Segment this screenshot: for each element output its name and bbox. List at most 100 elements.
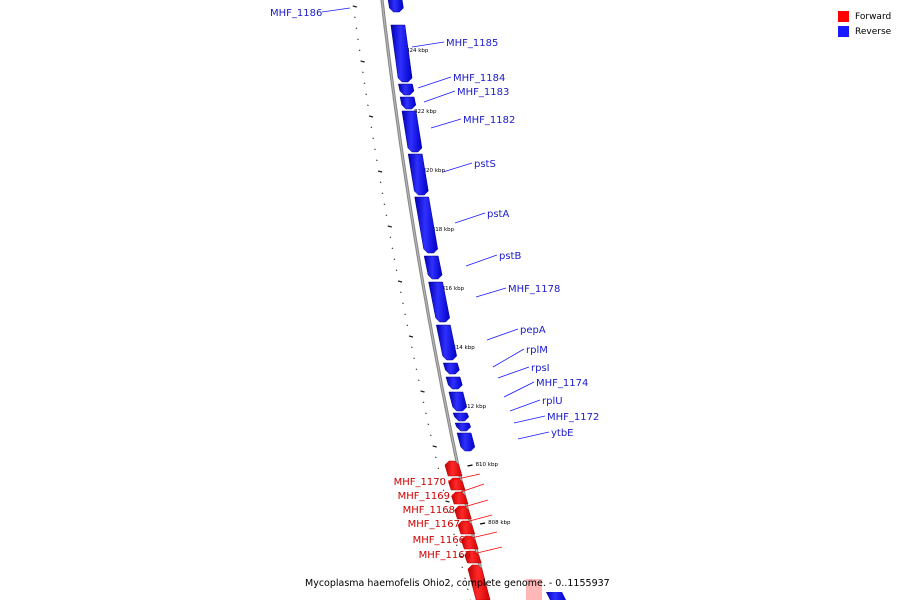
forward-gene-block[interactable] <box>457 520 476 535</box>
reverse-gene-block[interactable] <box>454 422 471 432</box>
reverse-gene-block[interactable] <box>445 376 463 390</box>
axis-dot <box>385 214 388 217</box>
axis-dot <box>357 38 359 41</box>
axis-dot <box>391 247 394 250</box>
reverse-gene-block[interactable] <box>452 412 469 422</box>
axis-dot <box>445 500 450 503</box>
gene-labels: MHF_1186 MHF_1185 MHF_1184 MHF_1183 MHF_1182… <box>270 7 599 561</box>
reverse-gene-block[interactable] <box>456 432 476 452</box>
axis-dot <box>408 335 414 338</box>
forward-swatch-icon <box>838 11 849 22</box>
gene-label[interactable]: MHF_1165 <box>419 550 471 561</box>
reverse-gene-block[interactable] <box>407 153 429 196</box>
legend-forward-label: Forward <box>855 11 892 22</box>
dotted-axis <box>352 5 472 600</box>
axis-dot <box>406 324 409 327</box>
reverse-gene-block[interactable] <box>390 24 413 83</box>
axis-dot <box>411 346 413 349</box>
forward-gene-block[interactable] <box>448 477 466 491</box>
reverse-gene-block[interactable] <box>546 592 566 600</box>
axis-dot <box>417 379 420 382</box>
forward-gene-block[interactable] <box>464 550 482 564</box>
tick-label: 810 kbp <box>476 462 499 468</box>
leader-line <box>423 90 456 103</box>
axis-dot <box>362 71 364 74</box>
axis-dot <box>399 291 402 294</box>
legend-forward[interactable]: Forward <box>838 9 891 24</box>
axis-dot <box>381 192 384 195</box>
gene-label[interactable]: MHF_1183 <box>457 87 509 98</box>
axis-dot <box>434 456 437 459</box>
axis-dot <box>467 588 469 591</box>
forward-gene-block[interactable] <box>444 460 463 477</box>
reverse-gene-block[interactable] <box>401 110 423 153</box>
axis-dot <box>404 313 406 316</box>
reverse-gene-block[interactable] <box>442 362 460 375</box>
gene-label[interactable]: MHF_1168 <box>403 505 455 516</box>
axis-dot <box>461 566 464 569</box>
reverse-gene-block[interactable] <box>448 391 467 412</box>
reverse-gene-block[interactable] <box>399 96 417 110</box>
axis-dot <box>450 522 453 525</box>
gene-label[interactable]: rplM <box>526 345 548 356</box>
tick-label: 818 kbp <box>432 227 455 233</box>
axis-dot <box>370 126 373 129</box>
gene-label[interactable]: MHF_1182 <box>463 115 515 126</box>
gene-label[interactable]: MHF_1166 <box>413 535 465 546</box>
gene-label[interactable]: rplU <box>542 396 563 407</box>
leader-line <box>513 415 546 424</box>
reverse-gene-block[interactable] <box>414 196 438 254</box>
leader-line <box>456 499 489 510</box>
gene-label[interactable]: MHF_1172 <box>547 412 599 423</box>
gene-label[interactable]: MHF_1170 <box>394 477 446 488</box>
reverse-gene-block[interactable] <box>435 324 457 361</box>
forward-gene-block[interactable] <box>454 505 472 520</box>
leader-line <box>417 76 452 89</box>
forward-gene-block[interactable] <box>460 535 479 550</box>
reverse-gene-block[interactable] <box>428 281 450 323</box>
axis-dot <box>360 60 365 63</box>
forward-gene-block[interactable] <box>451 491 469 505</box>
leader-line <box>466 531 498 540</box>
gene-label[interactable]: MHF_1185 <box>446 38 498 49</box>
gene-label[interactable]: MHF_1186 <box>270 8 322 19</box>
leader-line <box>321 7 351 13</box>
axis-dot <box>387 225 392 228</box>
forward-gene-block[interactable] <box>467 564 491 600</box>
gene-label[interactable]: pstB <box>499 251 521 262</box>
axis-dot <box>383 203 386 206</box>
axis-dot <box>374 148 376 151</box>
gene-label[interactable]: pepA <box>520 325 546 336</box>
gene-label[interactable]: ytbE <box>551 428 574 439</box>
leader-line <box>509 399 541 412</box>
axis-dot <box>415 368 418 371</box>
gene-label[interactable]: rpsI <box>531 363 550 374</box>
axis-dot <box>402 302 404 305</box>
leader-line <box>517 431 550 440</box>
gene-label[interactable]: MHF_1184 <box>453 73 505 84</box>
leader-line <box>430 118 462 129</box>
reverse-gene-block[interactable] <box>423 255 443 280</box>
tick-mark <box>467 464 473 467</box>
legend-reverse[interactable]: Reverse <box>838 24 891 39</box>
leader-line <box>475 287 507 298</box>
axis-dot <box>447 511 450 514</box>
gene-label[interactable]: pstA <box>487 209 509 220</box>
gene-label[interactable]: pstS <box>474 159 496 170</box>
axis-dot <box>464 577 466 580</box>
selected-gene-highlight <box>526 579 542 600</box>
gene-label[interactable]: MHF_1178 <box>508 284 560 295</box>
gene-label[interactable]: MHF_1167 <box>408 519 460 530</box>
leader-line <box>492 348 525 368</box>
tick-label: 808 kbp <box>488 520 511 526</box>
leader-line <box>454 212 486 224</box>
axis-dot <box>440 478 442 481</box>
reverse-gene-block[interactable] <box>398 83 415 96</box>
axis-dot <box>389 236 392 239</box>
reverse-gene-block[interactable] <box>387 0 404 13</box>
gene-label[interactable]: MHF_1169 <box>398 491 450 502</box>
gene-label[interactable]: MHF_1174 <box>536 378 588 389</box>
axis-dot <box>455 544 458 547</box>
axis-dot <box>355 27 358 30</box>
